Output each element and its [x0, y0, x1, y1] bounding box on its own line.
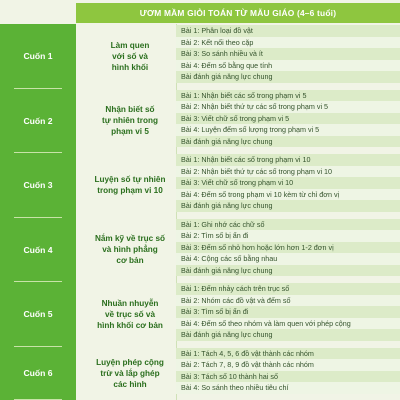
topic-line: Nắm kỹ về trục số	[94, 234, 166, 244]
topic-line: và hình phẳng	[102, 245, 158, 255]
lesson-row: Bài 4: Đếm số bằng que tính	[176, 59, 400, 72]
book-divider	[14, 152, 62, 153]
lesson-row: Bài 3: Viết chữ số trong phạm vi 5	[176, 112, 400, 125]
lesson-row: Bài 2: Nhận biết thứ tự các số trong phạ…	[176, 165, 400, 178]
topic-line: hình khối cơ bản	[97, 320, 163, 330]
topic-line: tự nhiên trong	[102, 116, 158, 126]
lesson-row: Bài đánh giá năng lực chung	[176, 135, 400, 148]
book-label: Cuốn 3	[0, 153, 76, 218]
lesson-row: Bài 2: Tách 7, 8, 9 đồ vật thành các nhó…	[176, 359, 400, 371]
lesson-row: Bài đánh giá năng lực chung	[176, 329, 400, 341]
lesson-row: Bài 4: Đếm số theo nhóm và làm quen với …	[176, 317, 400, 330]
lesson-row: Bài 2: Nhận biết thứ tự các số trong phạ…	[176, 101, 400, 113]
lesson-row: Bài 3: So sánh nhiều và ít	[176, 48, 400, 60]
book-label: Cuốn 1	[0, 24, 76, 89]
lesson-row: Bài đánh giá năng lực chung	[176, 264, 400, 277]
book-label: Cuốn 6	[0, 346, 76, 400]
lesson-row: Bài đánh giá năng lực chung	[176, 200, 400, 212]
lesson-row: Bài 2: Kết nối theo cặp	[176, 36, 400, 49]
topic-line: cơ bản	[116, 256, 144, 266]
book-divider	[14, 87, 62, 89]
lesson-row: Bài 4: Đếm số trong phạm vi 10 kèm từ ch…	[176, 188, 400, 201]
lesson-row: Bài 3: Viết chữ số trong phạm vi 10	[176, 177, 400, 189]
lesson-row: Bài 2: Nhóm các đồ vật và đếm số	[176, 294, 400, 307]
lesson-row: Bài 1: Phân loại đồ vật	[176, 25, 400, 37]
lesson-row: Bài 4: Cộng các số bằng nhau	[176, 253, 400, 265]
topic-line: hình khối	[111, 62, 149, 72]
lesson-row: Bài 1: Ghi nhớ các chữ số	[176, 218, 400, 230]
book-label: Cuốn 2	[0, 88, 76, 153]
topic-line: Luyện số tự nhiên	[94, 175, 166, 185]
book-topic: Nhuần nhuyễn về trục số và hình khối cơ bả…	[84, 282, 176, 347]
topic-line: phạm vi 5	[111, 127, 149, 137]
topic-line: Làm quen	[110, 40, 150, 50]
topic-line: Nhuần nhuyễn	[101, 298, 159, 308]
lesson-row: Bài 3: Đếm số nhỏ hơn hoặc lớn hơn 1-2 đ…	[176, 241, 400, 254]
book-divider	[14, 281, 62, 282]
topic-line: trừ và lắp ghép	[100, 368, 160, 378]
topic-line: về trục số và	[104, 309, 156, 319]
lesson-row: Bài 3: Tách số 10 thành hai số	[176, 370, 400, 383]
topic-line: trong phạm vi 10	[97, 186, 163, 196]
topic-line: với số và	[112, 51, 148, 61]
topic-line: Nhận biết số	[105, 105, 155, 115]
book-label: Cuốn 4	[0, 217, 76, 282]
book-label: Cuốn 5	[0, 282, 76, 347]
lesson-row: Bài 1: Đếm nhảy cách trên trục số	[176, 283, 400, 295]
lesson-row: Bài 1: Tách 4, 5, 6 đồ vật thành các nhó…	[176, 347, 400, 359]
topic-line: Luyện phép cộng	[96, 357, 164, 367]
book-topic: Nắm kỹ về trục số và hình phẳng cơ bản	[84, 218, 176, 283]
book-topic: Làm quen với số và hình khối	[84, 24, 176, 89]
lesson-row: Bài 3: Tìm số bị ẩn đi	[176, 306, 400, 318]
lesson-row: Bài 4: Luyện đếm số lượng trong phạm vi …	[176, 124, 400, 136]
book-divider	[14, 345, 62, 347]
book-topic: Luyện phép cộng trừ và lắp ghép các hình	[84, 347, 176, 400]
lesson-row: Bài 1: Nhận biết các số trong phạm vi 10	[176, 154, 400, 166]
lesson-row: Bài 2: Tìm số bị ẩn đi	[176, 230, 400, 242]
lesson-row: Bài 4: So sánh theo nhiều tiêu chí	[176, 382, 400, 394]
book-divider	[14, 216, 62, 218]
table-header: ƯƠM MẦM GIỎI TOÁN TỪ MẪU GIÁO (4–6 tuổi)	[76, 3, 400, 23]
lesson-row: Bài 1: Nhận biết các số trong phạm vi 5	[176, 89, 400, 101]
lesson-row: Bài đánh giá năng lực chung	[176, 71, 400, 83]
book-topic: Nhận biết số tự nhiên trong phạm vi 5	[84, 89, 176, 154]
topic-line: các hình	[113, 379, 147, 389]
book-topic: Luyện số tự nhiên trong phạm vi 10	[84, 153, 176, 218]
